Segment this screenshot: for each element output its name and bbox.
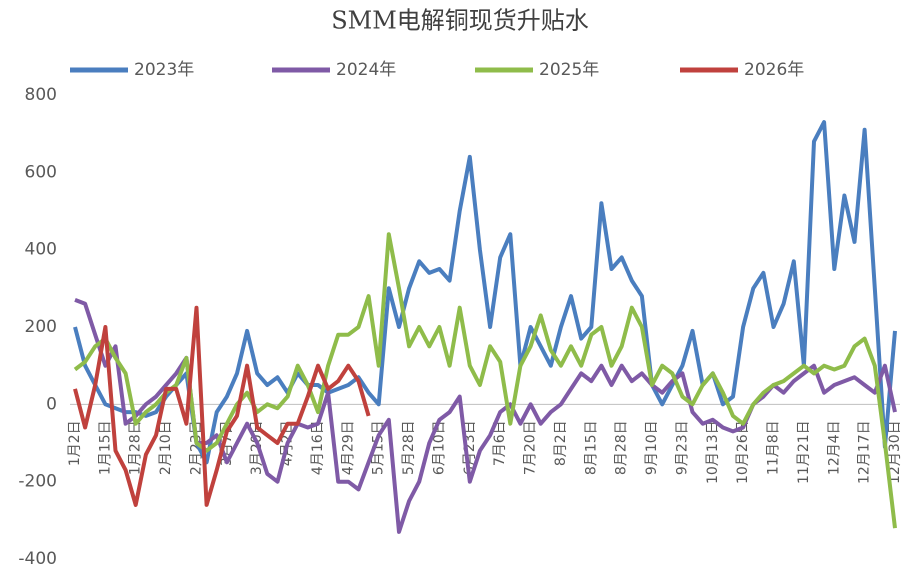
x-tick-label: 7月20日 bbox=[523, 420, 539, 475]
legend-label: 2024年 bbox=[336, 60, 396, 80]
x-tick-label: 12月17日 bbox=[857, 420, 873, 484]
y-tick-label: 400 bbox=[25, 240, 57, 260]
x-tick-label: 1月15日 bbox=[97, 420, 113, 475]
legend-label: 2023年 bbox=[134, 60, 194, 80]
x-tick-label: 4月29日 bbox=[340, 420, 356, 475]
series-line bbox=[73, 305, 371, 507]
x-tick-label: 6月10日 bbox=[431, 420, 447, 475]
series-line bbox=[73, 232, 897, 529]
x-tick-label: 2月10日 bbox=[158, 420, 174, 475]
y-tick-label: -400 bbox=[18, 549, 57, 569]
y-tick-label: 0 bbox=[46, 394, 57, 414]
y-tick-label: -200 bbox=[18, 472, 57, 492]
x-tick-label: 11月21日 bbox=[796, 420, 812, 484]
series-line bbox=[73, 120, 897, 465]
x-tick-label: 5月28日 bbox=[401, 420, 417, 475]
x-tick-label: 8月15日 bbox=[583, 420, 599, 475]
legend-label: 2025年 bbox=[539, 60, 599, 80]
x-tick-label: 1月2日 bbox=[67, 420, 83, 466]
x-tick-label: 12月30日 bbox=[887, 420, 903, 484]
x-tick-label: 4月16日 bbox=[310, 420, 326, 475]
x-tick-label: 5月15日 bbox=[371, 420, 387, 475]
x-tick-label: 7月6日 bbox=[492, 420, 508, 466]
x-tick-label: 2月23日 bbox=[188, 420, 204, 475]
x-tick-label: 11月8日 bbox=[766, 420, 782, 475]
x-tick-label: 8月2日 bbox=[553, 420, 569, 466]
x-tick-label: 8月28日 bbox=[614, 420, 630, 475]
y-tick-label: 800 bbox=[25, 85, 57, 105]
x-tick-label: 10月26日 bbox=[735, 420, 751, 484]
x-tick-label: 9月23日 bbox=[674, 420, 690, 475]
chart-title: SMM电解铜现货升贴水 bbox=[331, 7, 589, 35]
y-tick-label: 600 bbox=[25, 162, 57, 182]
x-tick-label: 1月28日 bbox=[128, 420, 144, 475]
y-tick-label: 200 bbox=[25, 317, 57, 337]
x-tick-label: 10月13日 bbox=[705, 420, 721, 484]
legend-label: 2026年 bbox=[744, 60, 804, 80]
x-tick-label: 12月4日 bbox=[826, 420, 842, 475]
x-tick-label: 9月10日 bbox=[644, 420, 660, 475]
